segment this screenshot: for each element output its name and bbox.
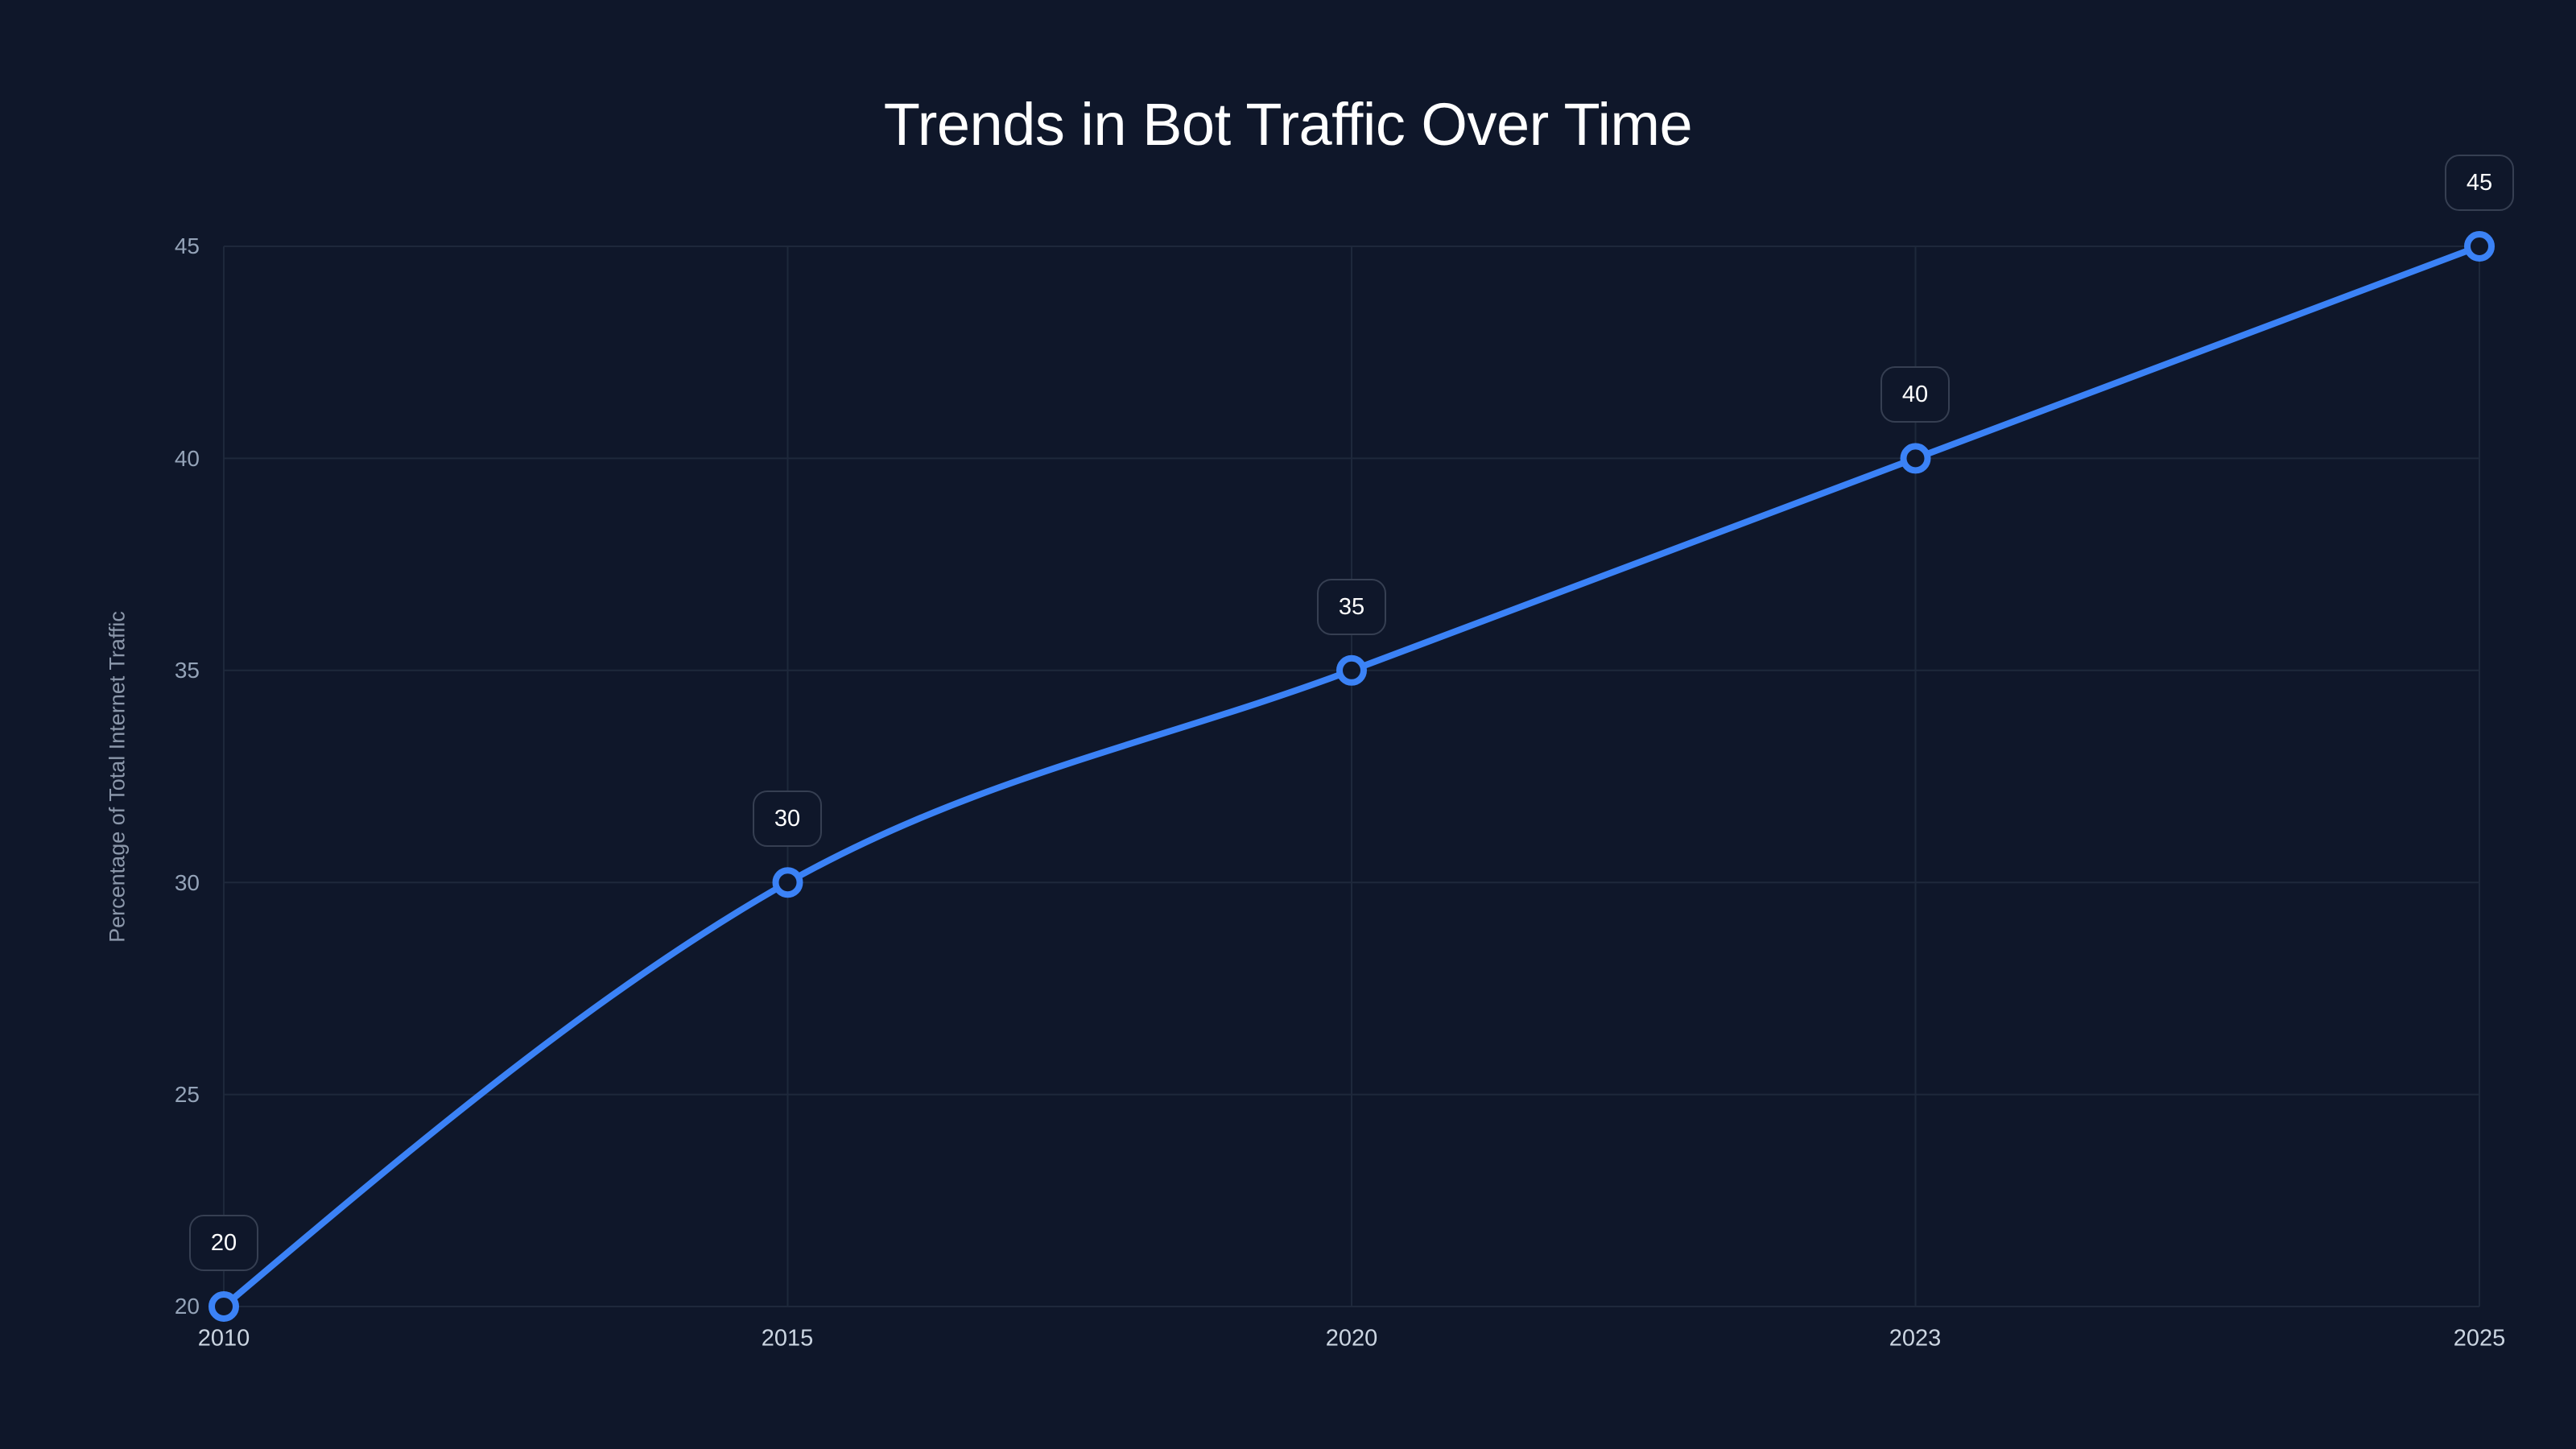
x-tick-label: 2023 bbox=[1889, 1325, 1942, 1352]
y-tick-label: 20 bbox=[174, 1294, 200, 1319]
y-tick-label: 35 bbox=[174, 658, 200, 683]
data-point-marker bbox=[2464, 231, 2495, 262]
data-markers bbox=[208, 231, 2495, 1322]
data-label: 45 bbox=[2445, 155, 2514, 211]
y-tick-label: 25 bbox=[174, 1082, 200, 1107]
data-label: 20 bbox=[189, 1215, 258, 1271]
x-tick-label: 2025 bbox=[2453, 1325, 2506, 1352]
x-tick-label: 2015 bbox=[761, 1325, 814, 1352]
data-point-marker bbox=[208, 1291, 239, 1322]
y-tick-label: 45 bbox=[174, 233, 200, 258]
data-label: 40 bbox=[1880, 366, 1950, 423]
chart-title: Trends in Bot Traffic Over Time bbox=[883, 91, 1693, 158]
x-tick-label: 2020 bbox=[1325, 1325, 1378, 1352]
data-point-marker bbox=[1336, 654, 1367, 686]
data-point-marker bbox=[1900, 443, 1931, 474]
y-tick-label: 30 bbox=[174, 870, 200, 895]
y-tick-label: 40 bbox=[174, 446, 200, 471]
gridlines bbox=[223, 246, 2480, 1307]
data-label: 30 bbox=[753, 791, 822, 847]
data-label: 35 bbox=[1317, 579, 1386, 635]
x-tick-label: 2010 bbox=[197, 1325, 250, 1352]
data-point-marker bbox=[772, 867, 803, 898]
